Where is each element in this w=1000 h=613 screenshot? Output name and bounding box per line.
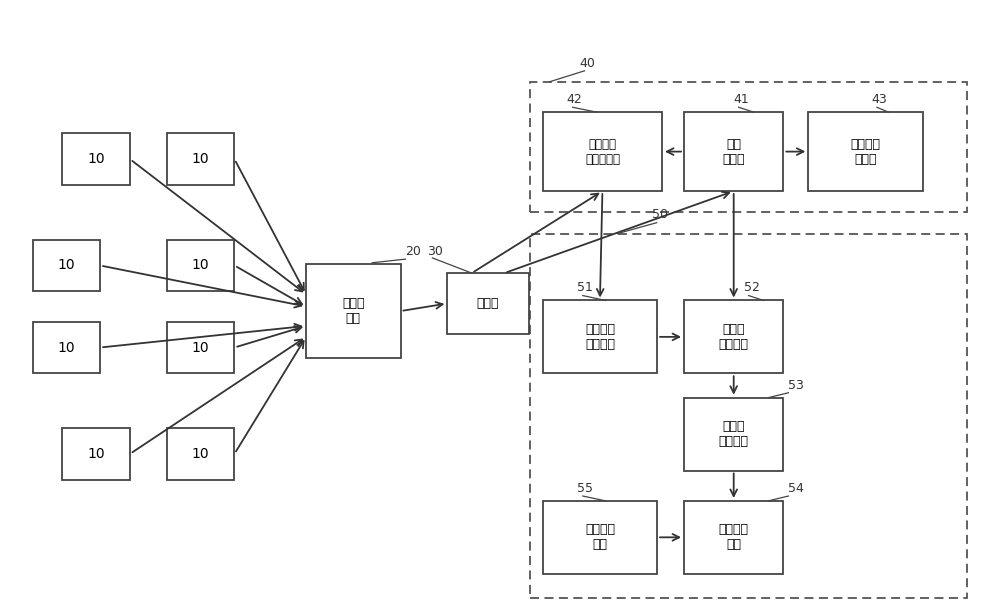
Text: 52: 52 [744, 281, 760, 294]
Text: 10: 10 [87, 152, 105, 166]
FancyBboxPatch shape [543, 300, 657, 373]
Text: 54: 54 [788, 482, 804, 495]
FancyBboxPatch shape [33, 322, 100, 373]
FancyBboxPatch shape [167, 322, 234, 373]
FancyBboxPatch shape [447, 273, 529, 334]
Text: 播放信息
请求模块: 播放信息 请求模块 [585, 323, 615, 351]
FancyBboxPatch shape [684, 300, 783, 373]
Text: 42: 42 [567, 93, 582, 106]
Text: 10: 10 [87, 447, 105, 461]
Text: 渲染管理
模块: 渲染管理 模块 [719, 524, 749, 551]
Text: 51: 51 [577, 281, 593, 294]
Text: 视频流
管理模块: 视频流 管理模块 [719, 323, 749, 351]
Text: 10: 10 [192, 259, 209, 273]
FancyBboxPatch shape [62, 134, 130, 185]
FancyBboxPatch shape [808, 112, 923, 191]
FancyBboxPatch shape [167, 240, 234, 291]
Text: 10: 10 [192, 447, 209, 461]
FancyBboxPatch shape [684, 112, 783, 191]
FancyBboxPatch shape [62, 428, 130, 479]
Text: 20: 20 [406, 245, 421, 258]
Text: 43: 43 [871, 93, 887, 106]
Text: 55: 55 [577, 482, 593, 495]
Text: 10: 10 [192, 152, 209, 166]
Text: 30: 30 [427, 245, 443, 258]
Text: 10: 10 [58, 340, 75, 354]
Text: 10: 10 [192, 340, 209, 354]
Text: 动作解析
模块: 动作解析 模块 [585, 524, 615, 551]
Text: 媒体内容
存储库: 媒体内容 存储库 [850, 137, 880, 166]
FancyBboxPatch shape [306, 264, 401, 358]
Text: 53: 53 [788, 379, 804, 392]
Text: 视频编
码器: 视频编 码器 [342, 297, 365, 325]
Text: 10: 10 [58, 259, 75, 273]
FancyBboxPatch shape [543, 501, 657, 574]
Text: 视频流
解码模块: 视频流 解码模块 [719, 420, 749, 448]
Text: 推流器: 推流器 [477, 297, 499, 310]
FancyBboxPatch shape [543, 112, 662, 191]
Text: 请求视频
信息服务器: 请求视频 信息服务器 [585, 137, 620, 166]
Text: 50: 50 [652, 208, 668, 221]
FancyBboxPatch shape [33, 240, 100, 291]
FancyBboxPatch shape [684, 501, 783, 574]
Text: 40: 40 [580, 56, 595, 70]
FancyBboxPatch shape [684, 398, 783, 471]
Text: 媒体
服务器: 媒体 服务器 [722, 137, 745, 166]
FancyBboxPatch shape [167, 428, 234, 479]
Text: 41: 41 [734, 93, 749, 106]
FancyBboxPatch shape [167, 134, 234, 185]
